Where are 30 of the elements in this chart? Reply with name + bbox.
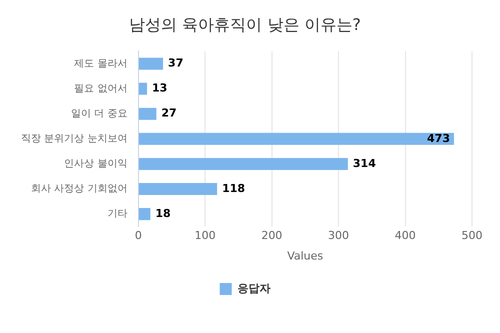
data-label: 37 bbox=[168, 56, 184, 70]
bar bbox=[138, 108, 156, 120]
y-tick-label: 필요 없어서 bbox=[74, 83, 128, 94]
y-tick-label: 일이 더 중요 bbox=[71, 108, 128, 120]
x-tick-label: 100 bbox=[194, 229, 216, 242]
bar bbox=[138, 58, 164, 70]
y-tick-label: 직장 분위기상 눈치보여 bbox=[21, 133, 128, 144]
y-tick-label: 기타 bbox=[107, 208, 128, 220]
bar bbox=[138, 183, 218, 196]
data-label: 314 bbox=[352, 156, 376, 170]
data-label: 118 bbox=[222, 182, 246, 195]
x-tick-label: 200 bbox=[261, 229, 282, 242]
x-tick-label: 400 bbox=[394, 229, 416, 242]
data-label: 27 bbox=[161, 106, 177, 120]
y-tick-label: 인사상 불이익 bbox=[64, 158, 128, 170]
y-tick-label: 회사 사정상 기회없어 bbox=[31, 184, 128, 195]
bar bbox=[138, 132, 454, 145]
x-tick-label: 300 bbox=[328, 229, 350, 242]
bar bbox=[138, 158, 348, 170]
x-tick-label: 0 bbox=[134, 229, 142, 242]
chart-title: 남성의 육아휴직이 낮은 이유는? bbox=[129, 14, 361, 34]
data-label: 18 bbox=[155, 206, 171, 220]
data-label: 13 bbox=[152, 82, 168, 95]
bar bbox=[138, 208, 150, 220]
x-axis-title: Values bbox=[287, 249, 324, 262]
y-tick-label: 제도 몰라서 bbox=[74, 58, 128, 70]
legend-label: 응답자 bbox=[237, 282, 270, 295]
bar bbox=[138, 82, 148, 95]
data-label: 473 bbox=[427, 132, 450, 145]
x-tick-label: 500 bbox=[462, 229, 482, 242]
